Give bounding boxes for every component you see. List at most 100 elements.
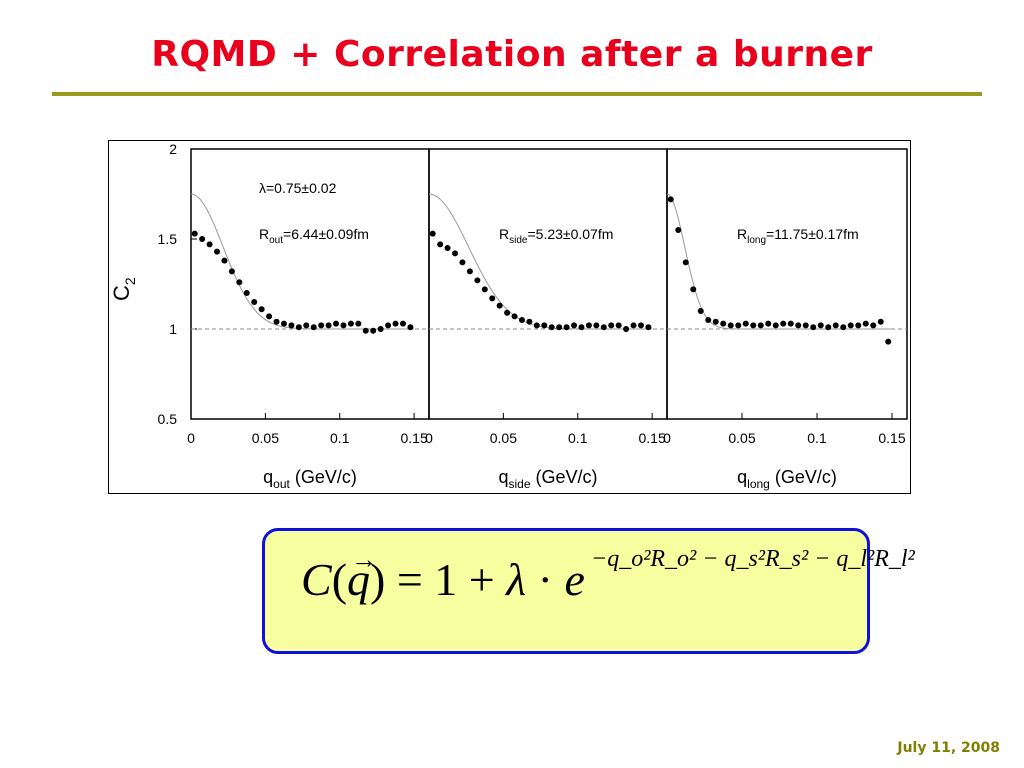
formula-q-vector: → q	[347, 547, 377, 603]
data-point	[459, 259, 466, 266]
data-point	[370, 327, 377, 334]
data-point	[310, 324, 317, 331]
x-tick-label: 0.1	[807, 430, 827, 446]
data-point	[429, 230, 436, 237]
data-point	[862, 320, 869, 327]
data-point	[333, 320, 340, 327]
data-point	[295, 324, 302, 331]
fit-curve	[666, 193, 892, 330]
x-tick-label: 0	[425, 430, 433, 446]
data-point	[318, 322, 325, 329]
data-point	[347, 320, 354, 327]
data-point	[496, 302, 503, 309]
formula-e: e	[564, 554, 585, 605]
data-point	[623, 326, 630, 332]
y-tick-label: 2	[169, 141, 177, 157]
data-point	[772, 322, 779, 329]
data-point	[727, 322, 734, 329]
data-point	[697, 308, 704, 314]
formula-dot: ·	[526, 554, 565, 605]
data-point	[630, 322, 637, 329]
data-point	[251, 299, 258, 305]
data-point	[563, 324, 570, 331]
data-point	[802, 322, 809, 329]
data-point	[548, 324, 555, 331]
data-point	[608, 322, 615, 329]
formula-exponent-wrap: −q_o²R_o² − q_s²R_s² − q_l²R_l²	[591, 547, 915, 571]
data-point	[840, 324, 847, 331]
data-point	[392, 320, 399, 327]
x-tick-label: 0.1	[330, 430, 350, 446]
data-point	[288, 322, 295, 329]
data-point	[489, 295, 496, 302]
data-point	[705, 317, 712, 323]
data-point	[885, 338, 892, 345]
footer-date: July 11, 2008	[897, 740, 1000, 756]
data-point	[504, 309, 511, 316]
x-tick-label: 0.1	[568, 430, 588, 446]
correlation-figure: 0.5 1 1.5 2 C2 0 0.05 0.1 0.15 qout (GeV/c) λ=0.75…	[108, 140, 911, 494]
x-tick-label: 0.05	[728, 430, 755, 446]
correlation-formula: C(→ q) = 1 + λ · e	[301, 547, 585, 605]
data-point	[199, 236, 206, 242]
data-point	[593, 322, 600, 329]
data-point	[214, 248, 221, 255]
y-axis-title: C2	[109, 277, 138, 301]
fit-curve	[428, 193, 653, 330]
x-tick-label: 0.05	[252, 430, 279, 446]
panel-frame	[428, 148, 668, 420]
y-tick-label: 0.5	[158, 411, 178, 427]
data-point	[600, 324, 607, 331]
x-tick-label: 0	[663, 430, 671, 446]
data-point	[541, 322, 548, 329]
data-point	[362, 327, 369, 334]
data-point	[236, 279, 243, 286]
data-point	[787, 320, 794, 327]
data-point	[667, 196, 674, 203]
data-point	[437, 241, 444, 248]
data-point	[855, 322, 862, 329]
data-point	[750, 322, 757, 329]
fit-curve	[190, 193, 415, 330]
panel-frame	[666, 148, 908, 420]
data-point	[682, 259, 689, 266]
data-point	[399, 320, 406, 327]
formula-box: C(→ q) = 1 + λ · e −q_o²R_o² − q_s²R_s² −…	[262, 528, 915, 654]
data-point	[191, 230, 198, 237]
data-point	[735, 322, 742, 329]
data-point	[280, 320, 287, 327]
data-point	[407, 324, 414, 331]
data-point	[571, 322, 578, 329]
fit-annotation: Rside=5.23±0.07fm	[499, 226, 613, 246]
data-point	[377, 326, 384, 332]
data-point	[817, 322, 824, 329]
data-point	[585, 322, 592, 329]
data-point	[870, 322, 877, 329]
data-point	[355, 320, 362, 327]
data-point	[645, 324, 652, 331]
formula-c: C	[301, 554, 332, 605]
data-point	[466, 268, 473, 275]
x-tick-label: 0.15	[401, 430, 428, 446]
data-point	[511, 313, 518, 320]
data-point	[266, 313, 273, 320]
x-axis-title: qside (GeV/c)	[498, 467, 597, 491]
title-divider	[52, 92, 982, 96]
data-point	[765, 320, 772, 327]
formula-open-paren: (	[331, 554, 348, 605]
data-point	[258, 306, 265, 313]
data-point	[444, 245, 451, 251]
data-point	[452, 250, 459, 257]
data-point	[273, 318, 280, 325]
fit-annotation: Rlong=11.75±0.17fm	[737, 226, 859, 246]
data-point	[221, 257, 228, 264]
data-point	[637, 322, 644, 329]
fit-annotation: λ=0.75±0.02	[259, 180, 337, 196]
x-tick-label: 0	[187, 430, 195, 446]
correlation-chart-svg: 0.5 1 1.5 2 C2 0 0.05 0.1 0.15 qout (GeV/c) λ=0.75…	[109, 141, 908, 491]
data-point	[712, 318, 719, 325]
data-point	[690, 286, 697, 293]
data-point	[810, 324, 817, 331]
data-point	[877, 318, 884, 325]
data-point	[385, 322, 392, 329]
